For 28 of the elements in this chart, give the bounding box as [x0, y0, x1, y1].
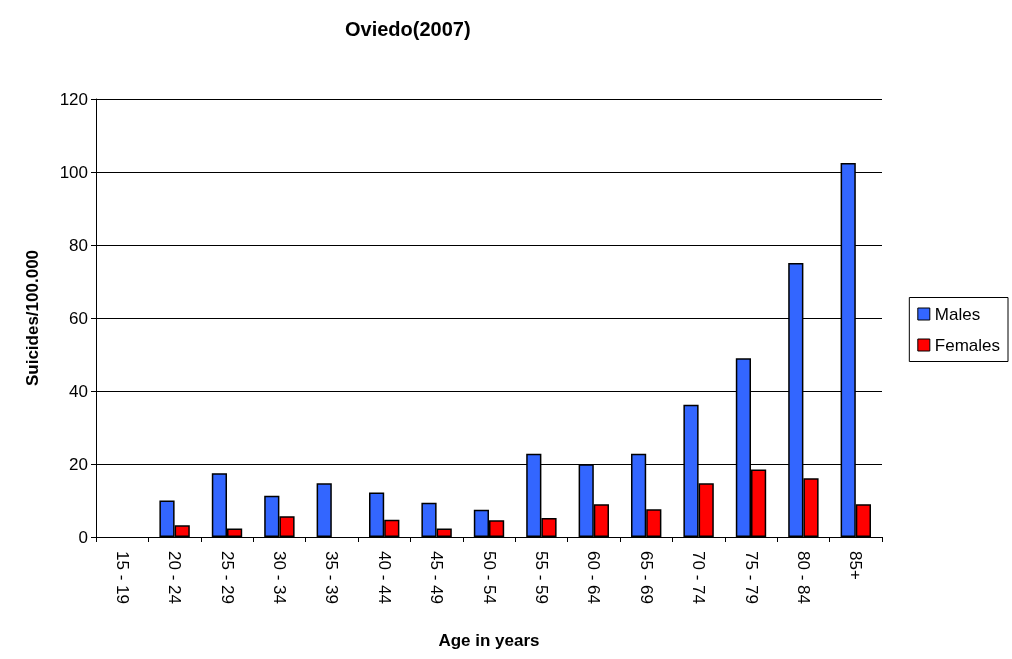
x-tick-label: 55 - 59: [531, 551, 551, 604]
bar: [316, 483, 332, 537]
y-tick-label: 20: [69, 454, 88, 474]
y-axis-title: Suicides/100.000: [23, 249, 42, 387]
chart-title: Oviedo(2007): [345, 18, 471, 40]
x-tick-label: 20 - 24: [165, 551, 185, 604]
x-axis-title: Age in years: [438, 631, 540, 650]
x-tick-label: 25 - 29: [217, 551, 237, 604]
x-tick-label: 30 - 34: [269, 551, 289, 604]
x-tick-label: 80 - 84: [793, 551, 813, 604]
y-tick-label: 40: [69, 381, 88, 401]
x-tick-label: 60 - 64: [584, 551, 604, 604]
legend-label: Females: [934, 335, 1000, 355]
y-tick-label: 0: [78, 527, 88, 547]
y-tick-label: 60: [69, 308, 88, 328]
x-tick-label: 75 - 79: [741, 551, 761, 604]
y-tick-label: 120: [59, 89, 88, 109]
x-tick-label: 85+: [846, 551, 866, 580]
x-tick-label: 35 - 39: [322, 551, 342, 604]
x-tick-label: 40 - 44: [374, 551, 394, 604]
x-tick-label: 45 - 49: [427, 551, 447, 604]
legend-label: Males: [934, 304, 981, 324]
y-tick-label: 80: [69, 235, 88, 255]
y-tick-label: 100: [59, 162, 88, 182]
x-tick-label: 50 - 54: [479, 551, 499, 604]
x-tick-label: 70 - 74: [689, 551, 709, 604]
x-tick-label: 15 - 19: [112, 551, 132, 604]
x-tick-label: 65 - 69: [636, 551, 656, 604]
